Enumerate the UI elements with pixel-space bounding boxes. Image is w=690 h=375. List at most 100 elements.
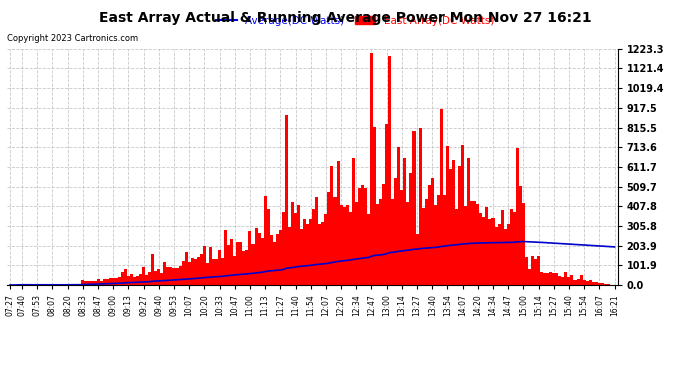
Bar xyxy=(582,280,586,285)
Bar xyxy=(97,279,99,285)
Bar xyxy=(315,197,318,285)
Bar xyxy=(476,204,480,285)
Bar xyxy=(72,284,75,285)
Bar xyxy=(333,197,337,285)
Bar xyxy=(419,128,422,285)
Bar xyxy=(227,244,230,285)
Bar xyxy=(218,250,221,285)
Bar xyxy=(157,269,160,285)
Bar xyxy=(166,267,170,285)
Bar xyxy=(346,205,348,285)
Bar xyxy=(497,224,500,285)
Bar xyxy=(607,284,610,285)
Bar xyxy=(251,244,255,285)
Bar xyxy=(81,280,84,285)
Bar xyxy=(404,158,406,285)
Bar xyxy=(467,158,470,285)
Bar xyxy=(586,282,589,285)
Bar xyxy=(133,277,136,285)
Bar xyxy=(458,166,461,285)
Bar xyxy=(155,271,157,285)
Bar xyxy=(577,279,580,285)
Bar xyxy=(470,201,473,285)
Bar xyxy=(88,281,90,285)
Bar xyxy=(525,257,528,285)
Bar xyxy=(382,184,385,285)
Bar xyxy=(309,219,313,285)
Bar xyxy=(558,276,562,285)
Bar xyxy=(343,207,346,285)
Bar xyxy=(455,209,458,285)
Bar xyxy=(248,231,251,285)
Bar xyxy=(212,259,215,285)
Bar xyxy=(409,173,413,285)
Bar xyxy=(282,212,285,285)
Bar xyxy=(337,160,339,285)
Bar xyxy=(571,274,573,285)
Bar xyxy=(504,230,506,285)
Bar xyxy=(546,273,549,285)
Bar xyxy=(452,160,455,285)
Bar xyxy=(485,207,489,285)
Bar xyxy=(139,274,142,285)
Bar xyxy=(121,272,124,285)
Bar xyxy=(103,279,106,285)
Bar xyxy=(567,277,571,285)
Bar xyxy=(580,275,582,285)
Bar xyxy=(352,158,355,285)
Bar xyxy=(197,257,200,285)
Bar xyxy=(519,186,522,285)
Bar xyxy=(358,188,361,285)
Bar xyxy=(145,274,148,285)
Bar xyxy=(78,284,81,285)
Bar xyxy=(348,212,352,285)
Bar xyxy=(288,227,291,285)
Bar xyxy=(491,218,495,285)
Bar xyxy=(604,284,607,285)
Bar xyxy=(257,234,261,285)
Bar xyxy=(422,208,424,285)
Bar xyxy=(446,146,449,285)
Bar xyxy=(589,280,592,285)
Bar xyxy=(473,201,476,285)
Bar xyxy=(510,209,513,285)
Bar xyxy=(370,53,373,285)
Bar xyxy=(84,281,88,285)
Bar xyxy=(464,206,467,285)
Bar xyxy=(236,242,239,285)
Text: Copyright 2023 Cartronics.com: Copyright 2023 Cartronics.com xyxy=(7,34,138,43)
Bar xyxy=(261,238,264,285)
Bar xyxy=(397,147,400,285)
Bar xyxy=(324,214,328,285)
Bar xyxy=(379,199,382,285)
Bar xyxy=(413,131,415,285)
Bar xyxy=(190,258,194,285)
Bar xyxy=(291,202,294,285)
Bar xyxy=(592,282,595,285)
Bar xyxy=(552,273,555,285)
Bar xyxy=(246,250,248,285)
Bar xyxy=(306,224,309,285)
Bar xyxy=(160,273,164,285)
Bar xyxy=(106,279,109,285)
Bar xyxy=(142,267,145,285)
Bar xyxy=(170,267,172,285)
Bar xyxy=(424,199,428,285)
Bar xyxy=(136,276,139,285)
Bar xyxy=(415,234,419,285)
Bar xyxy=(522,203,525,285)
Bar xyxy=(224,231,227,285)
Bar xyxy=(443,195,446,285)
Bar xyxy=(66,284,69,285)
Bar xyxy=(562,277,564,285)
Bar xyxy=(242,251,246,285)
Bar xyxy=(598,284,601,285)
Bar xyxy=(391,198,394,285)
Bar xyxy=(434,205,437,285)
Bar xyxy=(75,284,78,285)
Bar xyxy=(431,178,434,285)
Bar xyxy=(279,230,282,285)
Bar xyxy=(206,263,209,285)
Bar xyxy=(127,276,130,285)
Bar xyxy=(175,268,179,285)
